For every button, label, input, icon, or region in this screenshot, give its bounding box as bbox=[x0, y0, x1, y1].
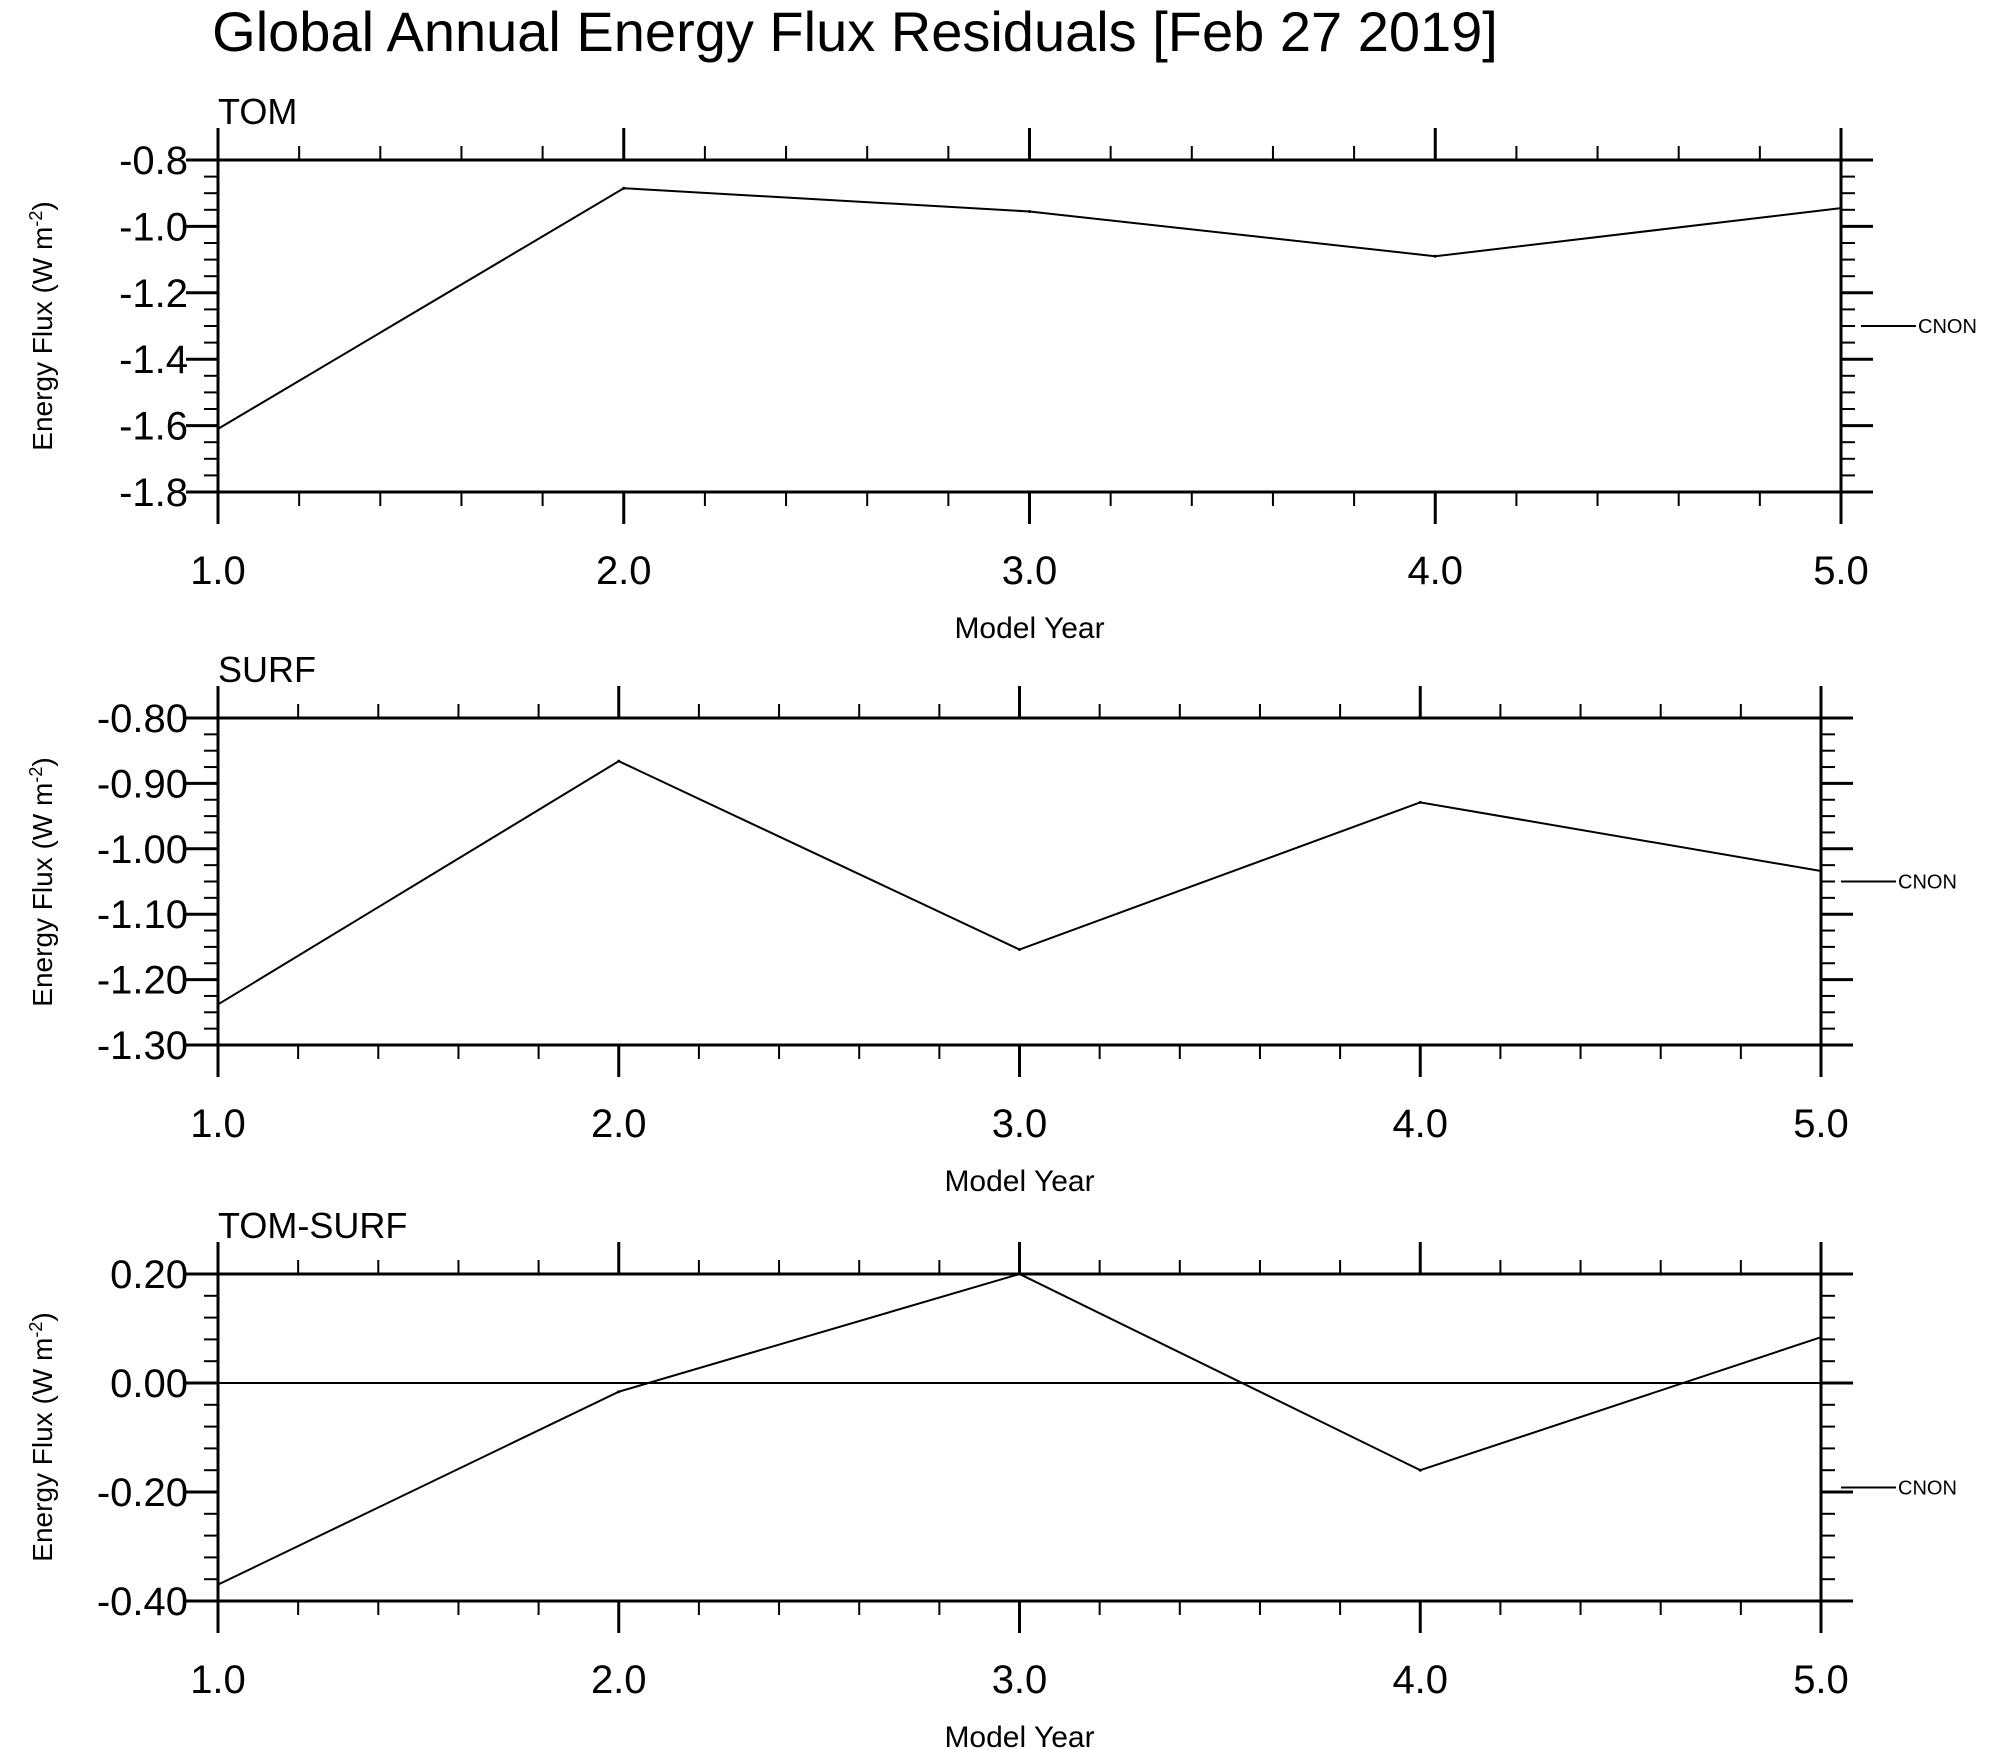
data-point bbox=[1418, 1468, 1422, 1472]
chart-title: Global Annual Energy Flux Residuals [Feb… bbox=[212, 0, 1498, 63]
x-tick-label: 3.0 bbox=[992, 1102, 1048, 1146]
data-point bbox=[617, 1390, 621, 1394]
x-tick-label: 5.0 bbox=[1813, 549, 1869, 593]
x-tick-label: 1.0 bbox=[190, 1102, 246, 1146]
series-line-cnon bbox=[217, 187, 1842, 430]
panel-label: TOM bbox=[218, 91, 297, 132]
legend-label: CNON bbox=[1898, 1478, 1957, 1500]
x-tick-label: 4.0 bbox=[1392, 1658, 1448, 1702]
series-line-cnon bbox=[217, 760, 1822, 1006]
data-point bbox=[1819, 1335, 1823, 1339]
data-point bbox=[216, 427, 220, 431]
y-tick-label: -0.80 bbox=[97, 697, 188, 741]
data-point bbox=[1018, 1272, 1021, 1276]
data-point bbox=[622, 186, 626, 190]
data-point bbox=[216, 1583, 220, 1587]
y-axis-label: Energy Flux (W m-2) bbox=[26, 1312, 58, 1561]
panel-label: SURF bbox=[218, 649, 316, 690]
series-line-cnon bbox=[217, 1272, 1822, 1586]
y-tick-label: -1.4 bbox=[119, 338, 188, 382]
legend-label: CNON bbox=[1918, 316, 1977, 338]
y-tick-label: 0.00 bbox=[110, 1362, 188, 1406]
x-tick-label: 1.0 bbox=[190, 1658, 246, 1702]
data-point bbox=[617, 759, 621, 763]
y-axis-label: Energy Flux (W m-2) bbox=[26, 201, 58, 450]
data-point bbox=[216, 1002, 220, 1006]
y-tick-label: -0.90 bbox=[97, 762, 188, 806]
x-tick-label: 3.0 bbox=[992, 1658, 1048, 1702]
y-axis-label: Energy Flux (W m-2) bbox=[26, 757, 58, 1006]
y-tick-label: -1.20 bbox=[97, 959, 188, 1003]
panel-label: TOM-SURF bbox=[218, 1205, 407, 1246]
x-tick-label: 4.0 bbox=[1407, 549, 1463, 593]
plot-frame bbox=[216, 158, 1843, 494]
panel-tom-surf: 1.0 2.0 3.0 4.0 5.0 -0.40 -0.20 0.00 0.20 CNON TOM… bbox=[26, 1205, 1957, 1750]
y-tick-label: -1.6 bbox=[119, 405, 188, 449]
x-axis-label: Model Year bbox=[944, 1721, 1094, 1750]
x-axis-label: Model Year bbox=[954, 612, 1104, 645]
data-point bbox=[1418, 800, 1422, 804]
y-tick-label: -1.00 bbox=[97, 828, 188, 872]
y-tick-label: -1.10 bbox=[97, 893, 188, 937]
data-point bbox=[1839, 206, 1843, 210]
data-point bbox=[1819, 869, 1823, 873]
x-tick-label: 5.0 bbox=[1793, 1102, 1849, 1146]
x-tick-label: 3.0 bbox=[1002, 549, 1058, 593]
y-tick-label: -0.20 bbox=[97, 1471, 188, 1515]
panel-tom: 1.0 2.0 3.0 4.0 5.0 -1.8 -1.6 -1.4 -1.2 -1.0 -0.8 C… bbox=[26, 91, 1977, 645]
y-tick-label: 0.20 bbox=[110, 1253, 188, 1297]
y-tick-label: -1.0 bbox=[119, 205, 188, 249]
x-tick-label: 5.0 bbox=[1793, 1658, 1849, 1702]
x-tick-label: 1.0 bbox=[190, 549, 246, 593]
y-tick-label: -0.40 bbox=[97, 1580, 188, 1624]
y-tick-label: -0.8 bbox=[119, 139, 188, 183]
data-point bbox=[1018, 948, 1021, 952]
y-tick-label: -1.2 bbox=[119, 272, 188, 316]
x-tick-label: 2.0 bbox=[591, 1658, 647, 1702]
x-axis-label: Model Year bbox=[944, 1165, 1094, 1198]
y-tick-label: -1.8 bbox=[119, 471, 188, 515]
data-point bbox=[1028, 209, 1031, 213]
x-tick-label: 2.0 bbox=[591, 1102, 647, 1146]
x-tick-label: 2.0 bbox=[596, 549, 652, 593]
data-point bbox=[1433, 254, 1437, 258]
plot-frame bbox=[216, 716, 1823, 1047]
plot-frame bbox=[216, 1272, 1823, 1603]
panel-surf: 1.0 2.0 3.0 4.0 5.0 -1.30 -1.20 -1.10 -1.00 -0.90… bbox=[26, 649, 1957, 1198]
y-tick-label: -1.30 bbox=[97, 1024, 188, 1068]
legend-label: CNON bbox=[1898, 872, 1957, 894]
x-tick-label: 4.0 bbox=[1392, 1102, 1448, 1146]
